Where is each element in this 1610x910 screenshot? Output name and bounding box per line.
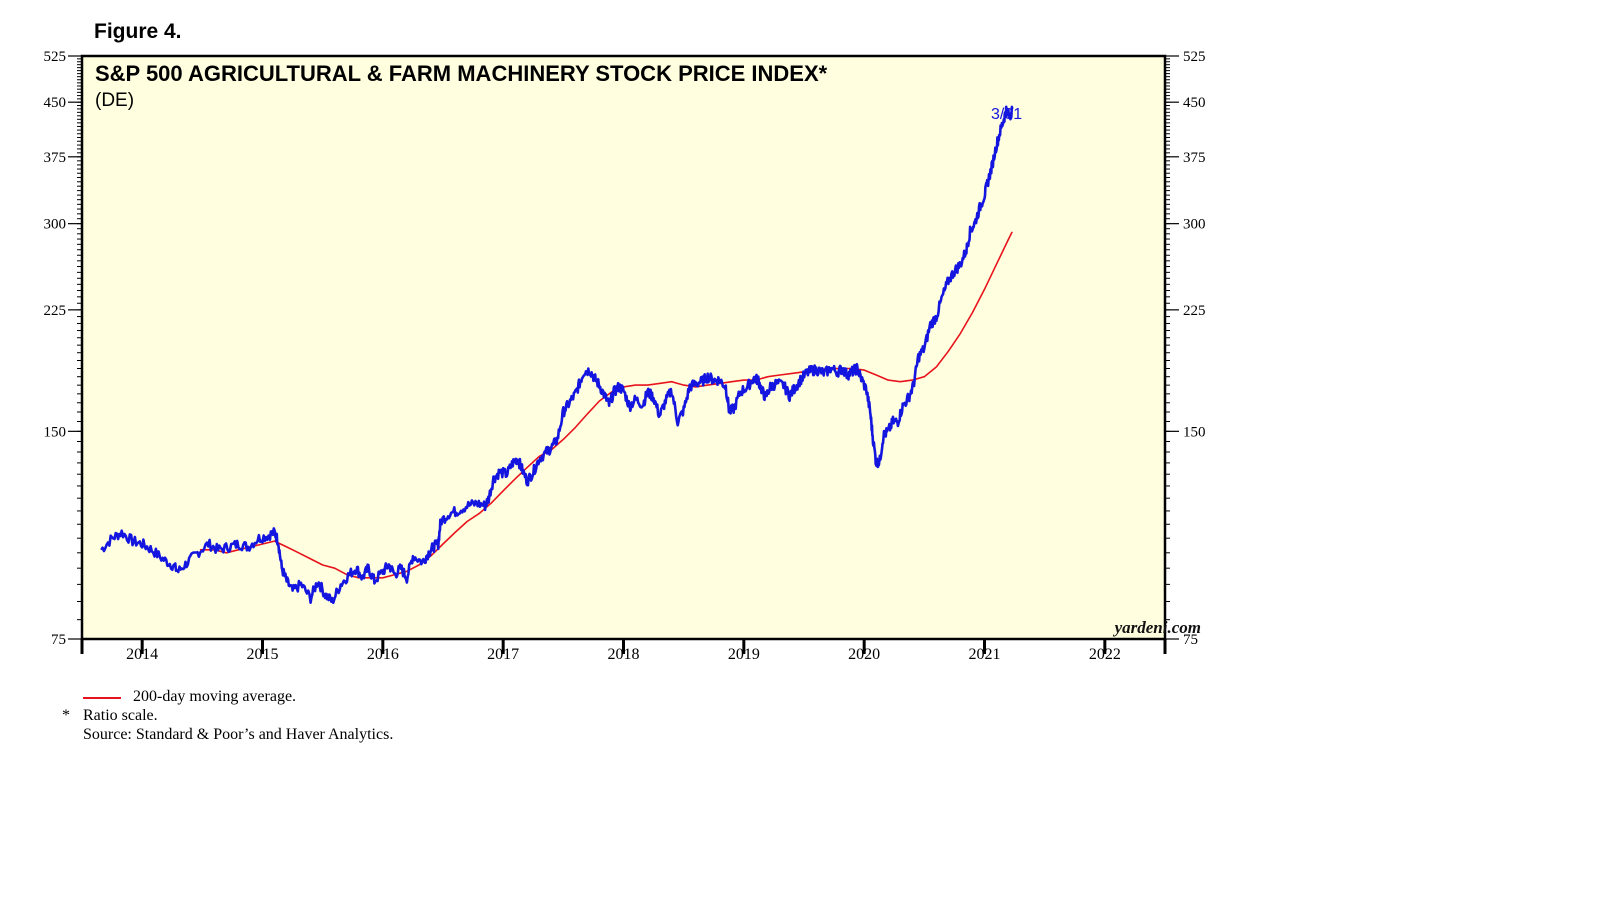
y-tick-label-right: 75 xyxy=(1183,632,1198,648)
y-tick-label-left: 150 xyxy=(44,424,67,440)
y-tick-label-right: 450 xyxy=(1183,95,1206,111)
chart-title: S&P 500 AGRICULTURAL & FARM MACHINERY ST… xyxy=(95,61,828,86)
axis-ticks: 75 75 150 150 225 225 300 300 375 375 450 450 525 525… xyxy=(44,49,1206,663)
source-note: Source: Standard & Poor’s and Haver Anal… xyxy=(83,726,394,743)
y-tick-label-right: 375 xyxy=(1183,150,1206,166)
y-tick-label-left: 300 xyxy=(44,217,67,233)
ratio-scale-note: Ratio scale. xyxy=(83,707,158,724)
y-tick-label-right: 225 xyxy=(1183,303,1206,319)
x-tick-label: 2016 xyxy=(367,646,399,663)
legend-ma-swatch xyxy=(83,697,121,699)
x-tick-label: 2015 xyxy=(247,646,279,663)
price-line xyxy=(100,105,1014,605)
series-layer xyxy=(100,105,1014,605)
moving-average-line xyxy=(199,231,1013,579)
x-tick-label: 2019 xyxy=(728,646,760,663)
chart-subtitle: (DE) xyxy=(95,90,134,111)
x-tick-label: 2020 xyxy=(848,646,880,663)
watermark: yardeni.com xyxy=(1113,618,1201,637)
end-date-label: 3/31 xyxy=(991,106,1022,123)
y-tick-label-left: 75 xyxy=(51,632,66,648)
y-tick-label-right: 525 xyxy=(1183,49,1206,65)
figure-label: Figure 4. xyxy=(94,20,182,43)
x-tick-label: 2017 xyxy=(487,646,519,663)
y-tick-label-right: 150 xyxy=(1183,424,1206,440)
x-tick-label: 2018 xyxy=(608,646,640,663)
y-tick-label-left: 450 xyxy=(44,95,67,111)
y-tick-label-left: 525 xyxy=(44,49,67,65)
y-tick-label-right: 300 xyxy=(1183,217,1206,233)
legend-ma-label: 200-day moving average. xyxy=(133,688,297,705)
x-tick-label: 2022 xyxy=(1089,646,1121,663)
plot-area xyxy=(80,54,1167,641)
x-tick-label: 2014 xyxy=(126,646,158,663)
x-tick-label: 2021 xyxy=(969,646,1001,663)
y-tick-label-left: 375 xyxy=(44,150,67,166)
footnote-asterisk: * xyxy=(62,707,70,724)
y-tick-label-left: 225 xyxy=(44,303,67,319)
